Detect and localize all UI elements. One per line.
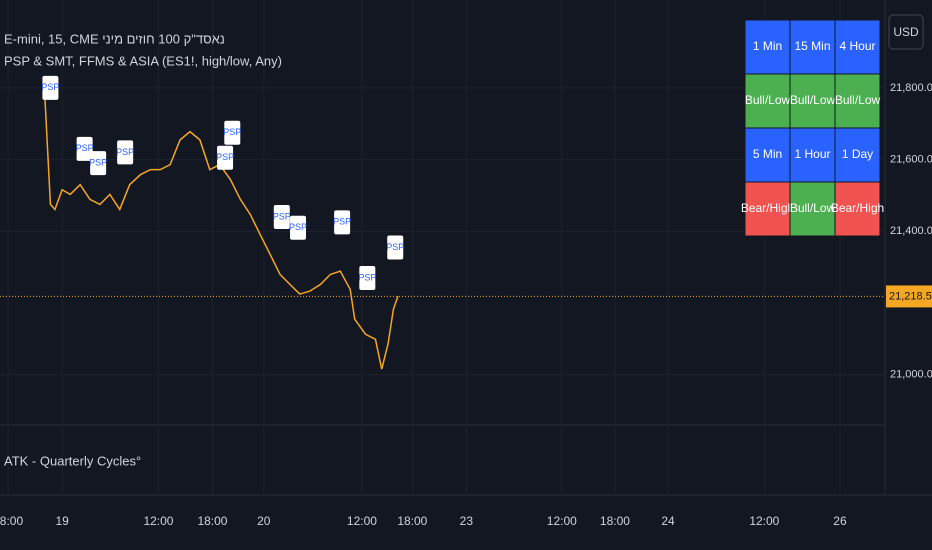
psp-label: PSP (216, 152, 234, 162)
psp-label: PSP (223, 127, 241, 137)
table-cell-text: Bull/Low (790, 93, 836, 107)
x-tick-label: 19 (55, 514, 69, 528)
table-cell-text: Bear/High (831, 201, 884, 215)
y-tick-label: 21,600.00 (890, 154, 932, 166)
legend-indicator: PSP & SMT, FFMS & ASIA (ES1!, high/low, … (4, 53, 282, 68)
x-tick-label: 26 (833, 514, 847, 528)
table-cell-text: 1 Min (753, 39, 782, 53)
table-cell-text: Bull/Low (745, 93, 791, 107)
table-cell (744, 19, 791, 75)
psp-label: PSP (89, 158, 107, 168)
psp-marker (90, 151, 107, 176)
y-tick-label: 21,800.00 (890, 82, 932, 94)
table-cell (789, 19, 836, 75)
grid (0, 0, 885, 495)
x-tick-label: 18:00 (600, 514, 630, 528)
last-price-label: 21,218.50 (889, 290, 932, 302)
x-tick-label: 12:00 (143, 514, 173, 528)
table-cell (789, 181, 836, 237)
x-tick-label: 23 (460, 514, 474, 528)
psp-marker (224, 120, 241, 145)
x-tick-label: 20 (257, 514, 271, 528)
table-cell (834, 73, 881, 129)
pane-title: ATK - Quarterly Cycles° (4, 453, 141, 468)
table-cell-text: 1 Day (842, 147, 873, 161)
psp-label: PSP (289, 222, 307, 232)
x-tick-label: 12:00 (347, 514, 377, 528)
x-tick-label: 24 (661, 514, 675, 528)
table-cell-text: Bull/Low (835, 93, 881, 107)
table-cell-text: 4 Hour (839, 39, 875, 53)
table-cell-text: 5 Min (753, 147, 782, 161)
table-cell (744, 73, 791, 129)
table-cell-text: 1 Hour (794, 147, 830, 161)
psp-label: PSP (386, 242, 404, 252)
currency-button[interactable] (888, 14, 924, 50)
psp-marker (334, 210, 351, 235)
price-line (44, 99, 399, 370)
table-cell (744, 127, 791, 183)
psp-marker (290, 215, 307, 240)
psp-marker (359, 265, 376, 290)
table-cell (834, 181, 881, 237)
legend-symbol: E-mini, 15, CME נאסד"ק 100 חוזים מיני (4, 31, 225, 46)
psp-label: PSP (358, 272, 376, 282)
psp-label: PSP (76, 143, 94, 153)
table-cell (834, 19, 881, 75)
table-cell (834, 127, 881, 183)
table-cell-text: Bull/Low (790, 201, 836, 215)
psp-marker (76, 136, 93, 161)
table-cell (789, 127, 836, 183)
y-tick-label: 21,000.00 (890, 369, 932, 381)
psp-label: PSP (116, 147, 134, 157)
psp-label: PSP (41, 82, 59, 92)
currency-label[interactable]: USD (893, 25, 919, 39)
table-cell-text: 15 Min (794, 39, 830, 53)
psp-marker (42, 75, 59, 100)
x-tick-label: 12:00 (547, 514, 577, 528)
psp-marker (387, 235, 404, 260)
x-tick-label: 12:00 (749, 514, 779, 528)
psp-marker (217, 145, 234, 170)
psp-label: PSP (333, 217, 351, 227)
psp-marker (117, 140, 134, 165)
psp-marker (273, 204, 290, 229)
psp-label: PSP (273, 211, 291, 221)
y-tick-label: 21,400.00 (890, 225, 932, 237)
table-cell-text: Bear/High (741, 201, 794, 215)
x-tick-label: 18:00 (197, 514, 227, 528)
x-tick-label: 18:00 (397, 514, 427, 528)
x-tick-label: 18:00 (0, 514, 23, 528)
last-price-tag (886, 285, 932, 308)
